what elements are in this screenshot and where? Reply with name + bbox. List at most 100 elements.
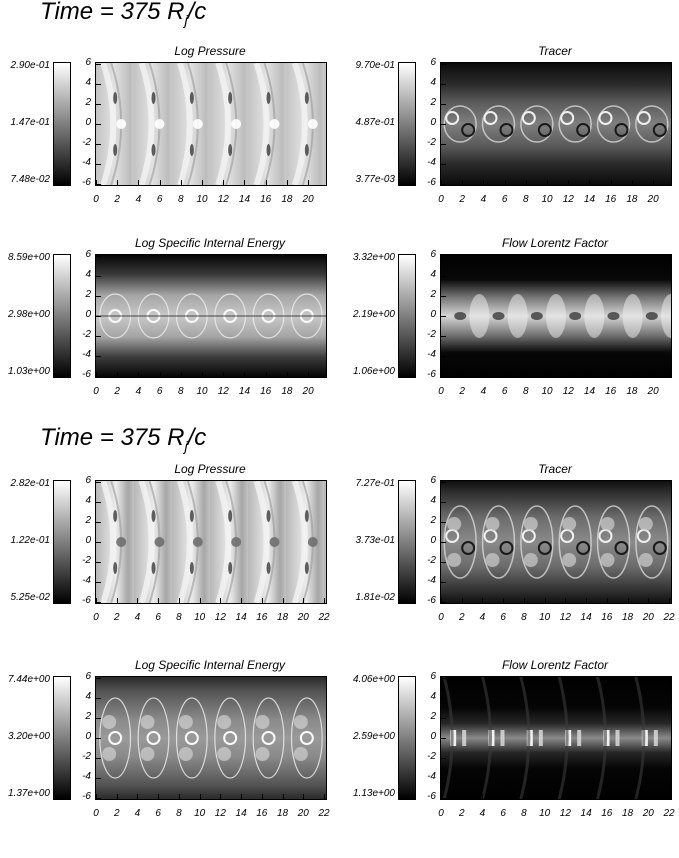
x-tick-label: 18	[626, 386, 638, 397]
colorbar-mid-label: 1.22e-01	[10, 535, 50, 546]
x-tick-label: 20	[642, 612, 654, 623]
x-tick	[525, 180, 527, 185]
y-tick	[96, 356, 101, 357]
colorbar-max-label: 7.27e-01	[355, 478, 395, 489]
x-tick	[116, 794, 118, 799]
y-tick	[441, 376, 446, 377]
y-tick	[441, 316, 446, 317]
x-tick-label: 14	[580, 612, 592, 623]
x-tick	[441, 372, 442, 377]
y-tick	[441, 758, 446, 759]
colorbar-max-label: 3.32e+00	[353, 252, 395, 263]
colorbar-min-label: 1.03e+00	[8, 366, 50, 377]
panel-title: Log Specific Internal Energy	[134, 658, 286, 672]
x-tick-label: 14	[580, 808, 592, 819]
colorbar-min-label: 1.13e+00	[353, 788, 395, 799]
x-tick-label: 6	[500, 612, 506, 623]
y-tick	[96, 698, 101, 699]
x-tick-label: 12	[217, 386, 229, 397]
x-tick-label: 0	[438, 808, 444, 819]
x-tick-label: 20	[642, 808, 654, 819]
y-tick-label: -6	[82, 791, 91, 802]
y-tick-label: 2	[85, 97, 91, 108]
x-tick-label: 10	[541, 386, 553, 397]
y-tick-label: -4	[82, 349, 91, 360]
y-tick-label: -2	[82, 555, 91, 566]
x-tick	[461, 794, 463, 799]
x-tick-label: 2	[458, 612, 465, 623]
colorbar	[53, 254, 71, 378]
x-tick	[223, 180, 225, 185]
x-tick	[96, 372, 97, 377]
x-tick	[286, 372, 288, 377]
x-tick	[653, 180, 655, 185]
x-tick	[483, 372, 485, 377]
y-tick-label: 0	[430, 535, 436, 546]
x-tick-label: 8	[176, 808, 182, 819]
x-tick	[138, 372, 140, 377]
x-tick	[178, 598, 180, 603]
x-tick	[180, 180, 182, 185]
panel-title: Tracer	[538, 44, 572, 58]
y-tick-label: 6	[85, 671, 91, 682]
x-tick	[627, 598, 629, 603]
y-tick-label: -6	[427, 177, 436, 188]
y-tick	[441, 356, 446, 357]
y-tick-label: 0	[85, 535, 91, 546]
x-tick-label: 2	[458, 808, 465, 819]
section-title-2-main: Time = 375 R	[40, 424, 185, 451]
image-plot	[95, 676, 327, 800]
y-tick	[96, 104, 101, 105]
x-tick	[648, 794, 650, 799]
y-tick	[96, 718, 101, 719]
x-tick	[504, 372, 506, 377]
y-tick-label: 2	[430, 515, 436, 526]
x-tick-label: 0	[93, 386, 99, 397]
x-tick-label: 8	[178, 386, 184, 397]
x-tick-label: 4	[480, 386, 487, 397]
y-tick	[96, 522, 101, 523]
y-tick-label: -4	[82, 157, 91, 168]
image-plot	[95, 62, 327, 186]
colorbar-mid-label: 1.47e-01	[10, 117, 50, 128]
x-tick	[544, 598, 546, 603]
y-tick	[96, 184, 101, 185]
x-tick	[648, 598, 650, 603]
x-tick	[308, 180, 310, 185]
panel-title: Log Specific Internal Energy	[134, 236, 286, 250]
x-tick	[137, 598, 139, 603]
y-tick	[441, 336, 446, 337]
y-tick	[441, 482, 446, 483]
x-tick	[178, 794, 180, 799]
colorbar-max-label: 7.44e+00	[8, 674, 50, 685]
y-tick	[96, 164, 101, 165]
x-tick	[462, 180, 464, 185]
x-tick	[220, 794, 222, 799]
field-structure	[96, 293, 326, 339]
field-structure	[443, 105, 669, 143]
y-tick-label: 0	[430, 117, 436, 128]
section-title-2-tail: /c	[187, 424, 207, 451]
x-tick-label: 12	[559, 612, 571, 623]
image-plot	[440, 254, 672, 378]
x-tick	[241, 794, 243, 799]
colorbar-mid-label: 3.20e+00	[8, 731, 50, 742]
x-tick-label: 22	[318, 612, 330, 623]
x-tick-label: 0	[438, 612, 444, 623]
y-tick	[441, 124, 446, 125]
x-tick	[523, 598, 525, 603]
y-tick-label: 4	[85, 495, 91, 506]
y-tick	[441, 698, 446, 699]
colorbar-min-label: 1.37e+00	[8, 788, 50, 799]
x-tick	[158, 598, 160, 603]
y-tick-label: 2	[430, 711, 436, 722]
x-tick	[631, 180, 633, 185]
x-tick	[199, 598, 201, 603]
x-tick	[96, 180, 97, 185]
x-tick-label: 14	[238, 194, 251, 205]
x-tick	[117, 372, 119, 377]
y-tick-label: -4	[427, 349, 436, 360]
x-tick	[483, 180, 485, 185]
y-tick-label: 0	[430, 731, 436, 742]
x-tick-label: 0	[93, 194, 99, 205]
